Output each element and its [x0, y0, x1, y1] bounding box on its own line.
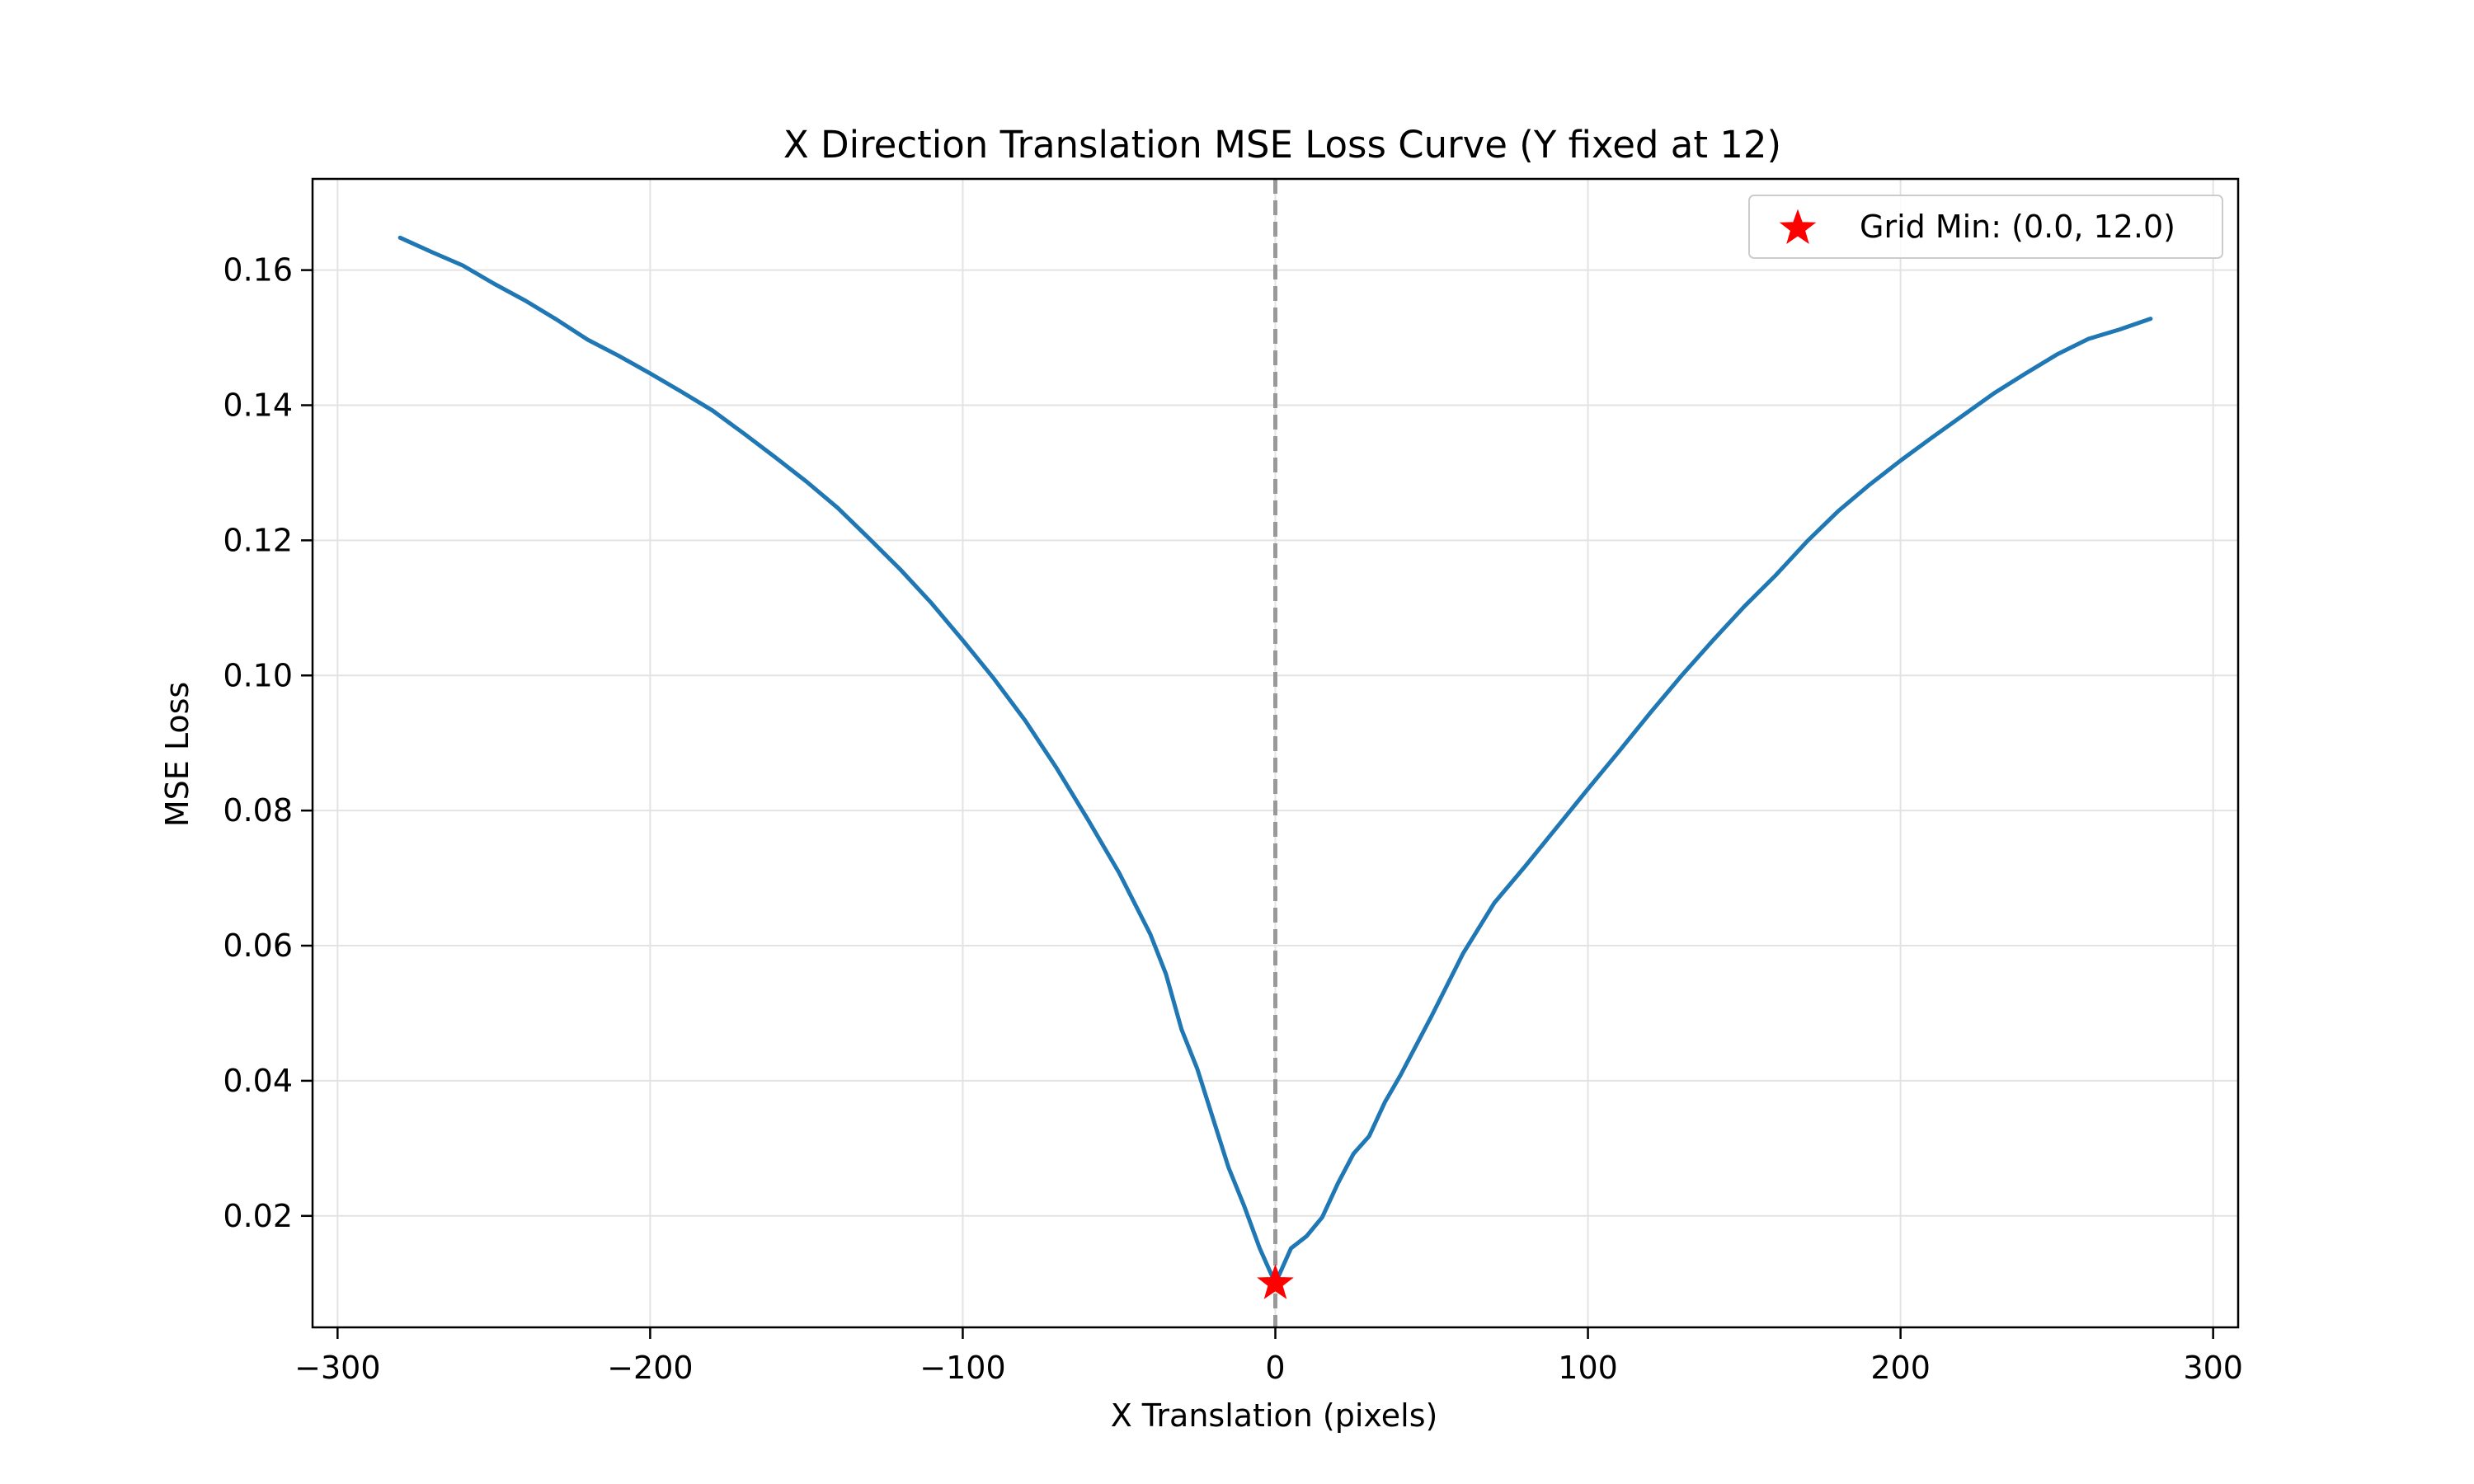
grid-min-star-marker — [1257, 1264, 1294, 1299]
chart-title: X Direction Translation MSE Loss Curve (… — [783, 123, 1781, 167]
y-axis-label: MSE Loss — [159, 682, 195, 827]
y-tick-label: 0.12 — [223, 522, 293, 558]
x-tick-label: −100 — [920, 1350, 1005, 1386]
legend-label: Grid Min: (0.0, 12.0) — [1860, 209, 2175, 245]
x-tick-label: 0 — [1265, 1350, 1285, 1386]
y-tick-label: 0.16 — [223, 252, 293, 289]
y-tick-label: 0.02 — [223, 1198, 293, 1234]
legend: Grid Min: (0.0, 12.0) — [1748, 195, 2223, 259]
y-axis-ticks: 0.02 0.04 0.06 0.08 0.10 0.12 0.14 0.16 — [223, 252, 313, 1234]
y-tick-label: 0.14 — [223, 387, 293, 424]
x-tick-label: 100 — [1558, 1350, 1618, 1386]
x-axis-label: X Translation (pixels) — [1111, 1397, 1438, 1434]
y-tick-label: 0.06 — [223, 928, 293, 964]
y-tick-label: 0.04 — [223, 1063, 293, 1099]
legend-box — [1748, 195, 2223, 259]
y-tick-label: 0.08 — [223, 792, 293, 829]
legend-star-icon — [1779, 209, 1817, 244]
y-tick-label: 0.10 — [223, 657, 293, 693]
legend-star-shape — [1779, 209, 1817, 244]
x-tick-label: −300 — [294, 1350, 380, 1386]
x-axis-ticks: −300 −200 −100 0 100 200 300 — [294, 1327, 2243, 1386]
x-tick-label: −200 — [607, 1350, 693, 1386]
x-tick-label: 300 — [2183, 1350, 2243, 1386]
x-tick-label: 200 — [1870, 1350, 1931, 1386]
markers — [1257, 1264, 1294, 1299]
